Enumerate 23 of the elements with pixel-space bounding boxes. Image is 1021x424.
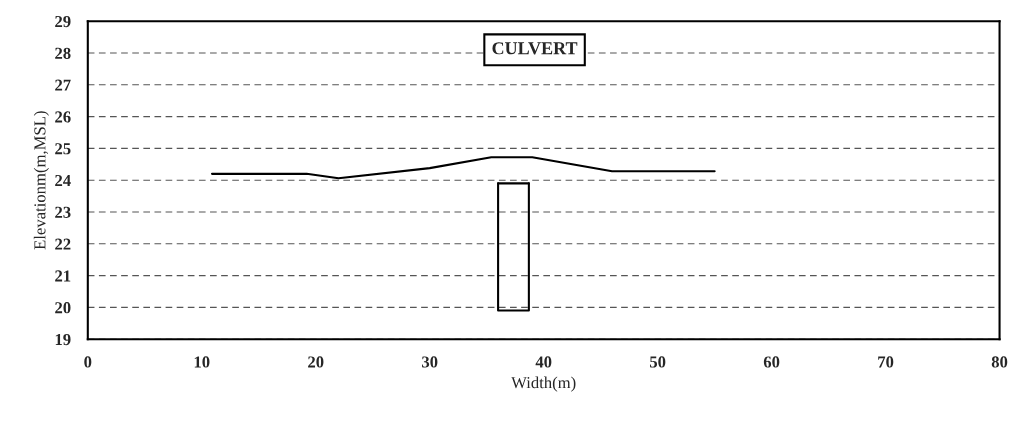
y-tick-label: 24 xyxy=(55,174,71,186)
x-tick-label: 50 xyxy=(649,356,666,368)
x-tick-label: 60 xyxy=(763,356,780,368)
x-tick-label: 40 xyxy=(535,356,552,368)
y-tick-label: 29 xyxy=(55,15,71,28)
y-tick-label: 28 xyxy=(55,47,71,59)
x-axis-title: Width(m) xyxy=(511,376,576,392)
x-tick-label: 10 xyxy=(194,356,210,368)
y-axis-title: Elevationm(m,MSL) xyxy=(33,111,49,250)
y-tick-label: 21 xyxy=(55,270,71,282)
x-tick-label: 20 xyxy=(308,356,324,368)
y-tick-label: 19 xyxy=(55,333,71,346)
x-tick-label: 80 xyxy=(991,356,1008,368)
y-tick-label: 25 xyxy=(55,143,71,155)
y-tick-label: 22 xyxy=(55,238,71,250)
x-tick-label: 0 xyxy=(84,356,92,368)
y-tick-label: 23 xyxy=(55,206,71,218)
x-tick-label: 30 xyxy=(422,356,438,368)
x-tick-label: 70 xyxy=(878,356,894,368)
annotation: CULVERT xyxy=(492,42,578,55)
y-tick-label: 26 xyxy=(55,111,71,123)
y-tick-label: 27 xyxy=(55,79,71,91)
y-tick-label: 20 xyxy=(55,302,71,314)
